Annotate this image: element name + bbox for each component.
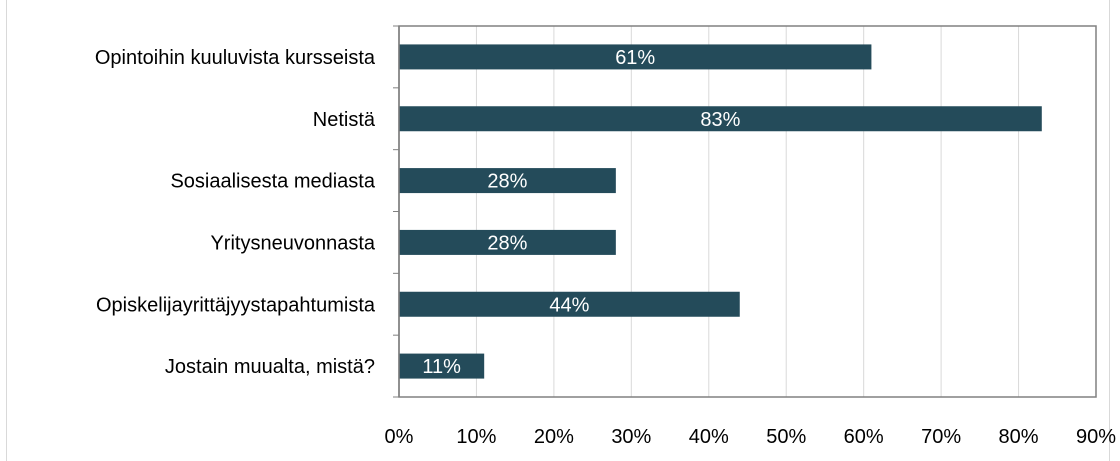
- category-label: Opiskelijayrittäjyystapahtumista: [96, 294, 376, 316]
- bars: 61% 83% 28% 28% 44% 11%: [399, 44, 1042, 379]
- category-label: Netistä: [313, 109, 376, 131]
- y-axis: Opintoihin kuuluvista kursseista Netistä S…: [95, 25, 400, 398]
- x-tick-label: 40%: [689, 426, 729, 448]
- bar: [399, 106, 1042, 132]
- data-label: 61%: [615, 47, 655, 69]
- x-tick-label: 90%: [1076, 426, 1116, 448]
- category-label: Yritysneuvonnasta: [210, 232, 375, 254]
- x-tick-label: 70%: [921, 426, 961, 448]
- x-tick-label: 80%: [999, 426, 1039, 448]
- gridlines: [475, 26, 1020, 397]
- x-tick-label: 60%: [844, 426, 884, 448]
- x-axis: 0% 10% 20% 30% 40% 50% 60% 70% 80% 90%: [385, 426, 1117, 448]
- category-label: Opintoihin kuuluvista kursseista: [95, 47, 376, 69]
- x-tick-label: 50%: [766, 426, 806, 448]
- category-label: Jostain muualta, mistä?: [165, 356, 375, 378]
- data-label: 44%: [549, 294, 589, 316]
- plot-area-border: [398, 25, 1097, 398]
- x-tick-label: 0%: [385, 426, 414, 448]
- x-tick-label: 30%: [611, 426, 651, 448]
- bar: [399, 229, 616, 255]
- bar: [399, 353, 485, 379]
- bar: [399, 168, 616, 194]
- data-label: 28%: [487, 232, 527, 254]
- chart-frame: [6, 0, 1110, 461]
- data-label: 28%: [487, 171, 527, 193]
- data-label: 11%: [422, 356, 461, 378]
- x-tick-label: 10%: [456, 426, 496, 448]
- bar: [399, 291, 740, 317]
- data-label: 83%: [700, 109, 740, 131]
- x-tick-label: 20%: [534, 426, 574, 448]
- category-label: Sosiaalisesta mediasta: [170, 171, 375, 193]
- bar: [399, 44, 872, 70]
